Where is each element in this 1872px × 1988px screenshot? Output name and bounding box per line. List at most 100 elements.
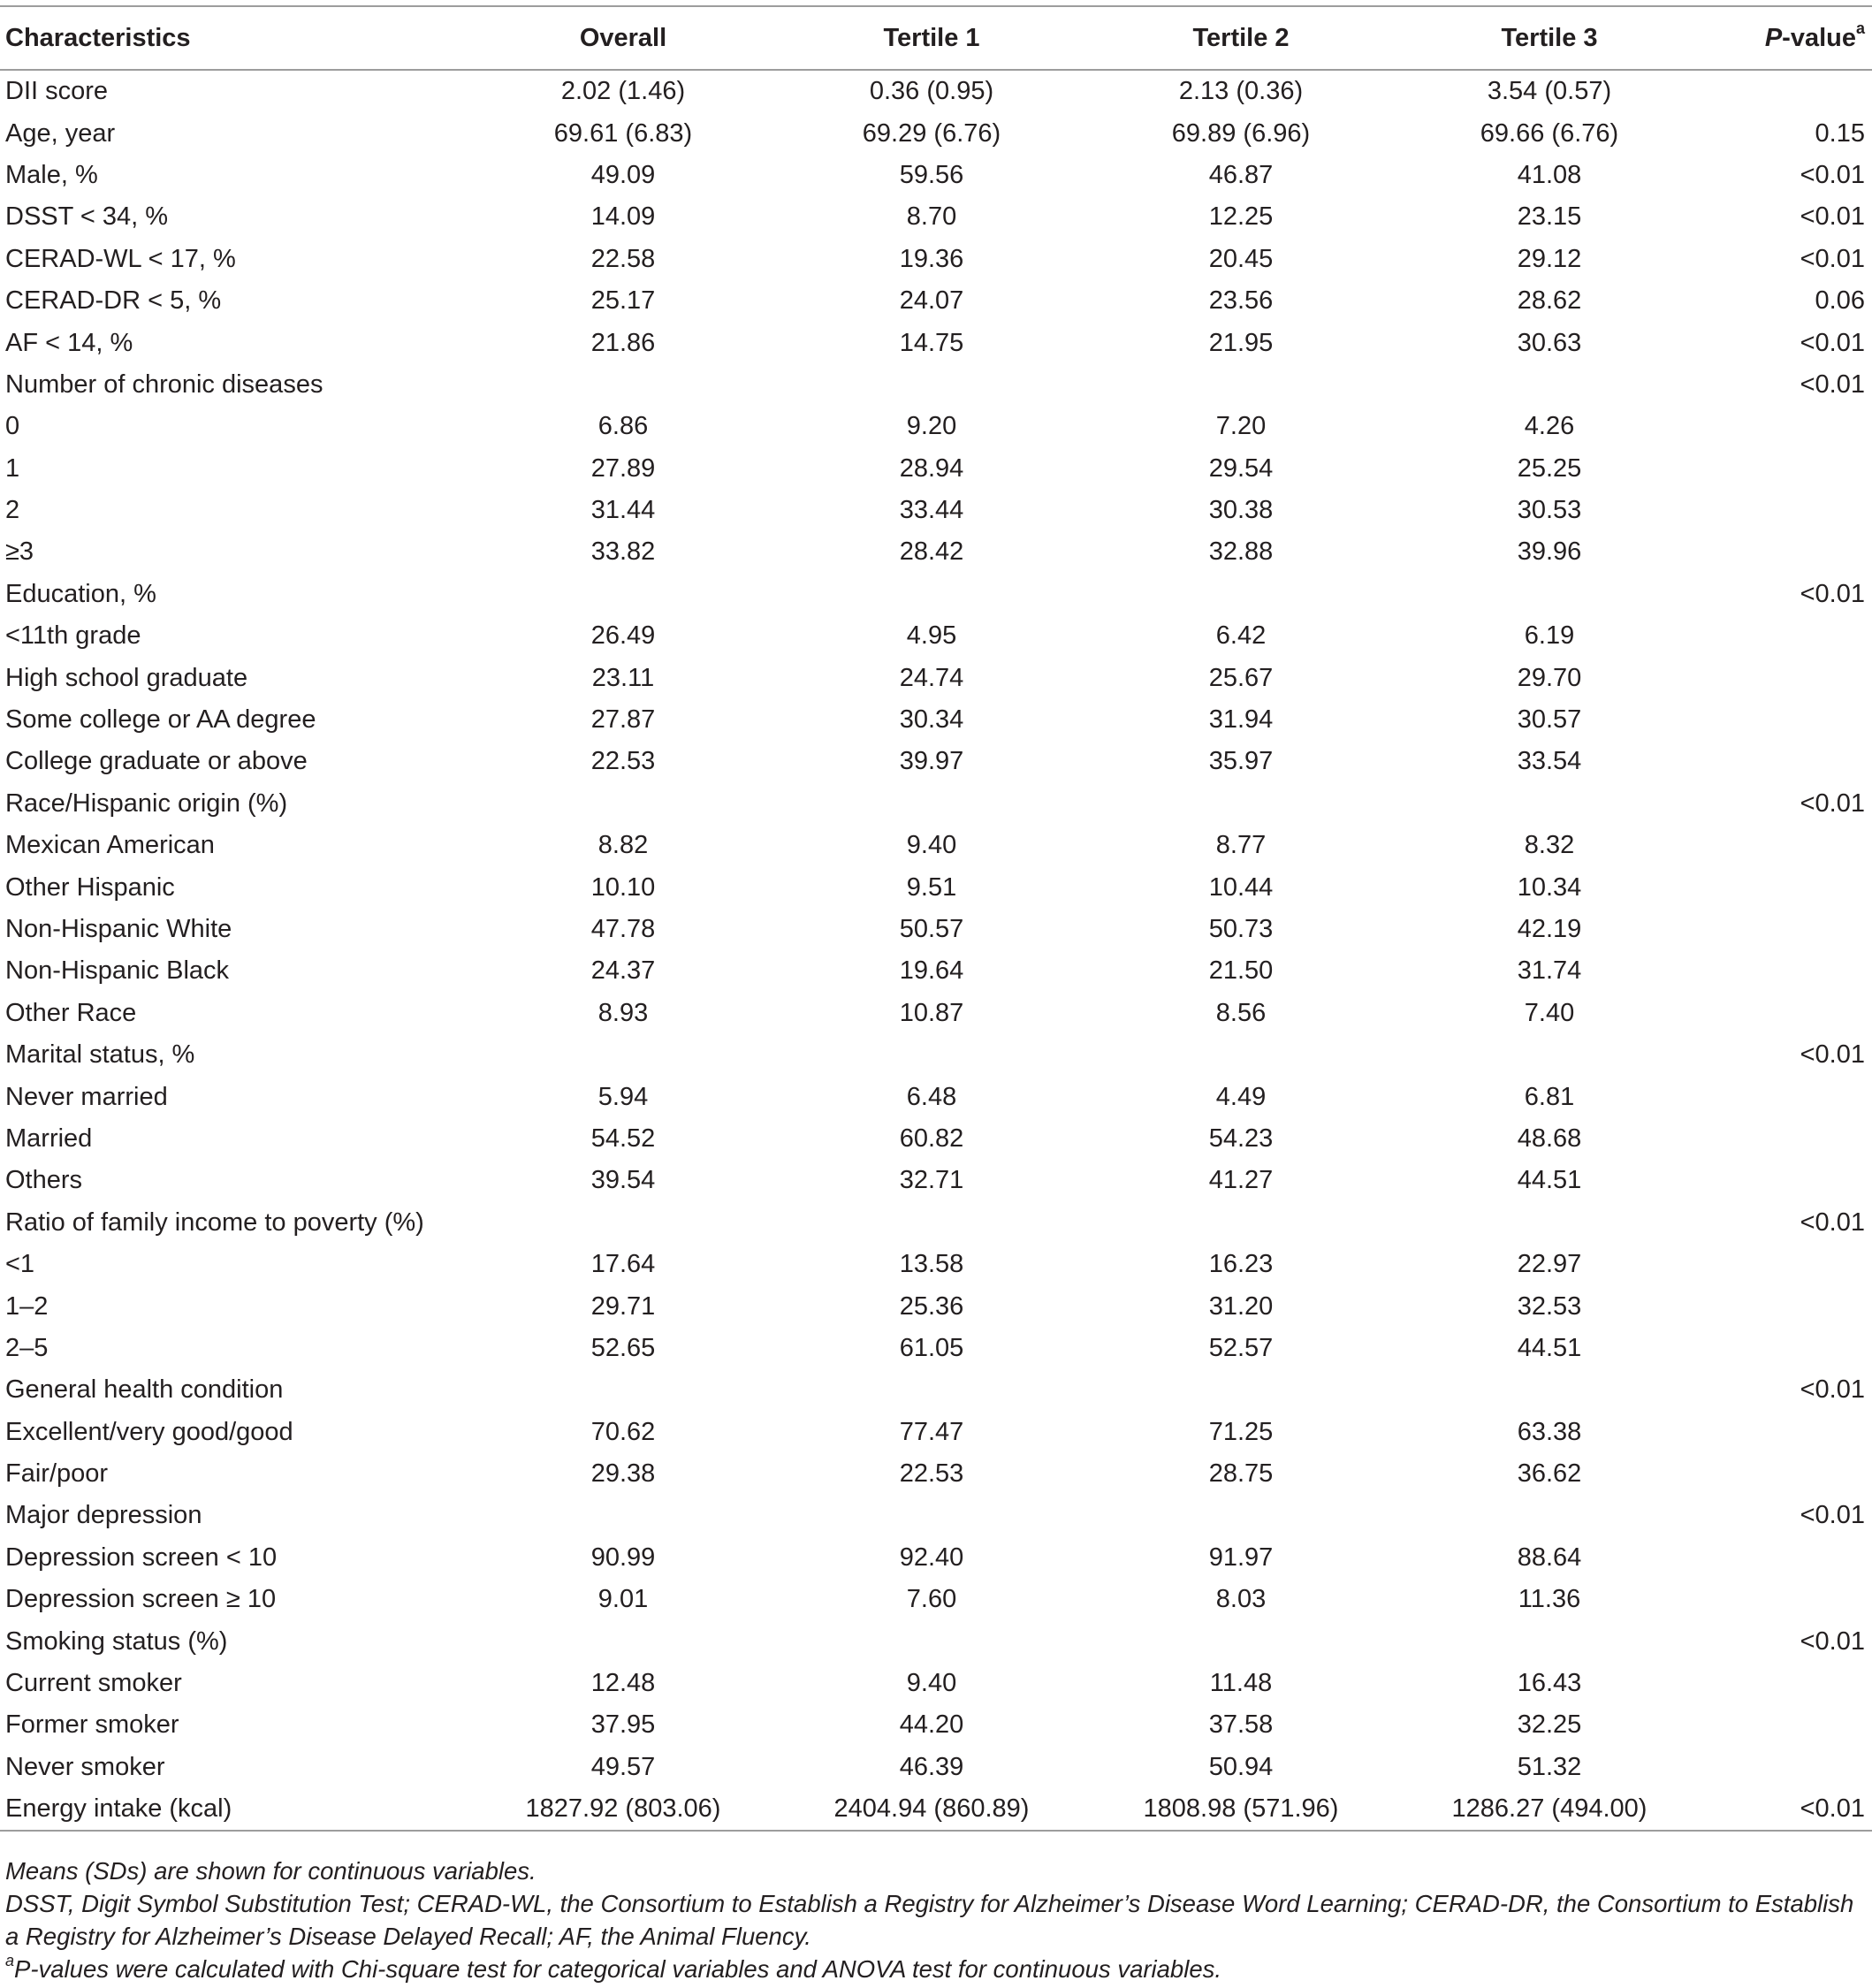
cell-p-value [1729,490,1872,531]
cell-p-value: <0.01 [1800,328,1865,357]
cell-tertile-1: 28.94 [899,453,964,483]
cell-tertile-1: 9.51 [906,872,957,902]
header-p-suffix: -value [1782,23,1856,52]
cell-tertile-2: 52.57 [1208,1333,1274,1362]
cell-tertile-1 [751,1034,1112,1076]
cell-p-value [1729,1160,1872,1201]
table-body: DII score 2.02 (1.46) 0.36 (0.95) 2.13 (0.3… [0,70,1872,1832]
cell-tertile-1 [751,1620,1112,1662]
cell-tertile-1 [751,364,1112,406]
table-row: DII score 2.02 (1.46) 0.36 (0.95) 2.13 (0.3… [0,70,1872,112]
cell-p-value: 0.06 [1815,286,1865,316]
table-row: Age, year 69.61 (6.83) 69.29 (6.76) 69.89 (… [0,112,1872,154]
cell-tertile-1: 9.20 [906,412,957,441]
cell-tertile-1: 24.07 [899,286,964,316]
cell-p-value [1729,1537,1872,1579]
cell-characteristic: General health condition [5,1375,284,1405]
footnote-means: Means (SDs) are shown for continuous var… [5,1857,536,1885]
cell-overall: 52.65 [590,1333,656,1362]
table-row: Number of chronic diseases <0.01 [0,364,1872,406]
cell-p-value: <0.01 [1800,1040,1865,1070]
cell-tertile-2: 37.58 [1208,1710,1274,1740]
cell-tertile-3: 51.32 [1517,1752,1582,1781]
cell-p-value: <0.01 [1800,369,1865,399]
cell-tertile-2: 2.13 (0.36) [1178,77,1304,106]
cell-tertile-2: 7.20 [1215,412,1267,441]
cell-characteristic: Non-Hispanic Black [5,956,230,986]
cell-overall: 1827.92 (803.06) [525,1794,721,1824]
table-row: Male, % 49.09 59.56 46.87 41.08 <0.01 [0,155,1872,196]
header-p-letter: P [1764,23,1783,52]
cell-tertile-1: 2404.94 (860.89) [833,1794,1030,1824]
cell-tertile-3 [1370,1202,1729,1244]
cell-tertile-2 [1112,1369,1370,1411]
cell-tertile-2: 31.94 [1208,705,1274,735]
table-row: Fair/poor 29.38 22.53 28.75 36.62 [0,1453,1872,1495]
cell-tertile-1: 0.36 (0.95) [869,77,994,106]
cell-characteristic: <1 [5,1250,35,1279]
cell-tertile-1: 92.40 [899,1542,964,1572]
cell-overall: 12.48 [590,1669,656,1698]
cell-overall: 8.82 [597,831,649,860]
cell-characteristic: 2 [5,496,20,525]
table-row: Depression screen ≥ 10 9.01 7.60 8.03 11.36 [0,1579,1872,1620]
cell-tertile-3: 30.63 [1517,328,1582,357]
cell-characteristic: Education, % [5,579,156,608]
cell-overall: 26.49 [590,621,656,651]
table-row: Current smoker 12.48 9.40 11.48 16.43 [0,1663,1872,1704]
cell-characteristic: Never smoker [5,1752,165,1781]
cell-overall: 39.54 [590,1166,656,1195]
cell-p-value: <0.01 [1800,202,1865,232]
cell-characteristic: Depression screen < 10 [5,1542,278,1572]
cell-tertile-1: 9.40 [906,1669,957,1698]
cell-tertile-1: 14.75 [899,328,964,357]
cell-overall [495,574,751,615]
cell-characteristic: Smoking status (%) [5,1626,228,1656]
cell-tertile-3: 30.53 [1517,496,1582,525]
cell-p-value [1729,657,1872,698]
cell-characteristic: CERAD-WL < 17, % [5,244,236,273]
cell-characteristic: Other Race [5,998,137,1027]
cell-p-value [1729,1747,1872,1788]
cell-tertile-3: 69.66 (6.76) [1480,118,1619,148]
table-row: Other Race 8.93 10.87 8.56 7.40 [0,993,1872,1034]
table-row: ≥3 33.82 28.42 32.88 39.96 [0,531,1872,573]
cell-tertile-2: 10.44 [1208,872,1274,902]
table-row: Former smoker 37.95 44.20 37.58 32.25 [0,1704,1872,1746]
cell-tertile-3: 42.19 [1517,915,1582,943]
cell-characteristic: Current smoker [5,1669,182,1698]
table-row: Others 39.54 32.71 41.27 44.51 [0,1160,1872,1201]
cell-tertile-2: 91.97 [1208,1542,1274,1572]
cell-p-value: 0.15 [1815,118,1865,148]
table-row: Smoking status (%) <0.01 [0,1620,1872,1662]
cell-characteristic: 2–5 [5,1333,49,1362]
cell-tertile-2: 69.89 (6.96) [1171,118,1311,148]
cell-tertile-2: 32.88 [1208,537,1274,567]
table-row: CERAD-WL < 17, % 22.58 19.36 20.45 29.12 <0.0… [0,239,1872,280]
cell-characteristic: High school graduate [5,663,248,692]
cell-tertile-3 [1370,364,1729,406]
cell-characteristic: ≥3 [5,537,34,567]
cell-p-value [1729,1118,1872,1160]
cell-overall: 49.57 [590,1752,656,1781]
table-row: <1 17.64 13.58 16.23 22.97 [0,1244,1872,1285]
cell-tertile-3: 6.19 [1524,621,1575,651]
cell-tertile-2: 21.50 [1208,956,1274,986]
cell-p-value: <0.01 [1800,788,1865,818]
cell-p-value [1729,741,1872,782]
cell-characteristic: Number of chronic diseases [5,369,323,399]
cell-characteristic: Fair/poor [5,1459,109,1489]
table-row: Never married 5.94 6.48 4.49 6.81 [0,1076,1872,1117]
cell-characteristic: DSST < 34, % [5,202,169,232]
cell-tertile-1: 22.53 [899,1459,964,1489]
cell-characteristic: Others [5,1166,83,1195]
cell-tertile-2: 11.48 [1209,1669,1273,1698]
header-tertile-1: Tertile 1 [883,23,980,52]
cell-overall: 31.44 [590,496,656,525]
cell-overall: 54.52 [590,1123,656,1153]
cell-p-value [1729,993,1872,1034]
cell-overall: 25.17 [590,286,656,316]
cell-tertile-2: 41.27 [1208,1166,1274,1195]
cell-tertile-3: 16.43 [1517,1669,1582,1698]
cell-tertile-3: 6.81 [1524,1082,1575,1111]
